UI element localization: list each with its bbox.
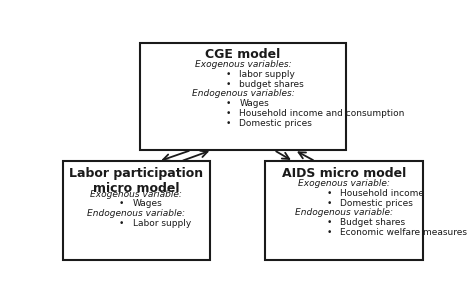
Text: AIDS micro model: AIDS micro model xyxy=(282,167,406,180)
Text: Domestic prices: Domestic prices xyxy=(340,199,413,208)
Text: labor supply: labor supply xyxy=(239,70,295,79)
Text: •: • xyxy=(327,199,332,208)
Text: •: • xyxy=(226,70,231,79)
Text: •: • xyxy=(226,109,231,118)
Text: •: • xyxy=(327,228,332,237)
Text: Exogenous variable:: Exogenous variable: xyxy=(91,190,182,199)
Text: Endogenous variable:: Endogenous variable: xyxy=(295,208,393,217)
Text: Household income and consumption: Household income and consumption xyxy=(239,109,405,118)
Text: Wages: Wages xyxy=(239,99,269,108)
Text: •: • xyxy=(327,189,332,198)
Text: Exogenous variable:: Exogenous variable: xyxy=(298,179,390,188)
Text: Budget shares: Budget shares xyxy=(340,218,405,227)
Text: Economic welfare measures: Economic welfare measures xyxy=(340,228,467,237)
Text: Exogenous variables:: Exogenous variables: xyxy=(195,60,291,69)
Text: •: • xyxy=(119,200,124,208)
Text: •: • xyxy=(119,219,124,228)
Text: Household income: Household income xyxy=(340,189,424,198)
Text: Wages: Wages xyxy=(133,200,163,208)
Text: Endogenous variables:: Endogenous variables: xyxy=(191,89,294,99)
Text: Labor supply: Labor supply xyxy=(133,219,191,228)
Text: Domestic prices: Domestic prices xyxy=(239,119,312,128)
Text: CGE model: CGE model xyxy=(205,48,281,61)
Text: budget shares: budget shares xyxy=(239,80,304,89)
Text: •: • xyxy=(226,80,231,89)
Text: Labor participation
micro model: Labor participation micro model xyxy=(69,167,203,195)
Text: Endogenous variable:: Endogenous variable: xyxy=(87,209,185,218)
Text: •: • xyxy=(327,218,332,227)
Text: •: • xyxy=(226,99,231,108)
Bar xyxy=(265,162,423,260)
Text: •: • xyxy=(226,119,231,128)
Bar xyxy=(63,162,210,260)
Bar xyxy=(140,42,346,150)
